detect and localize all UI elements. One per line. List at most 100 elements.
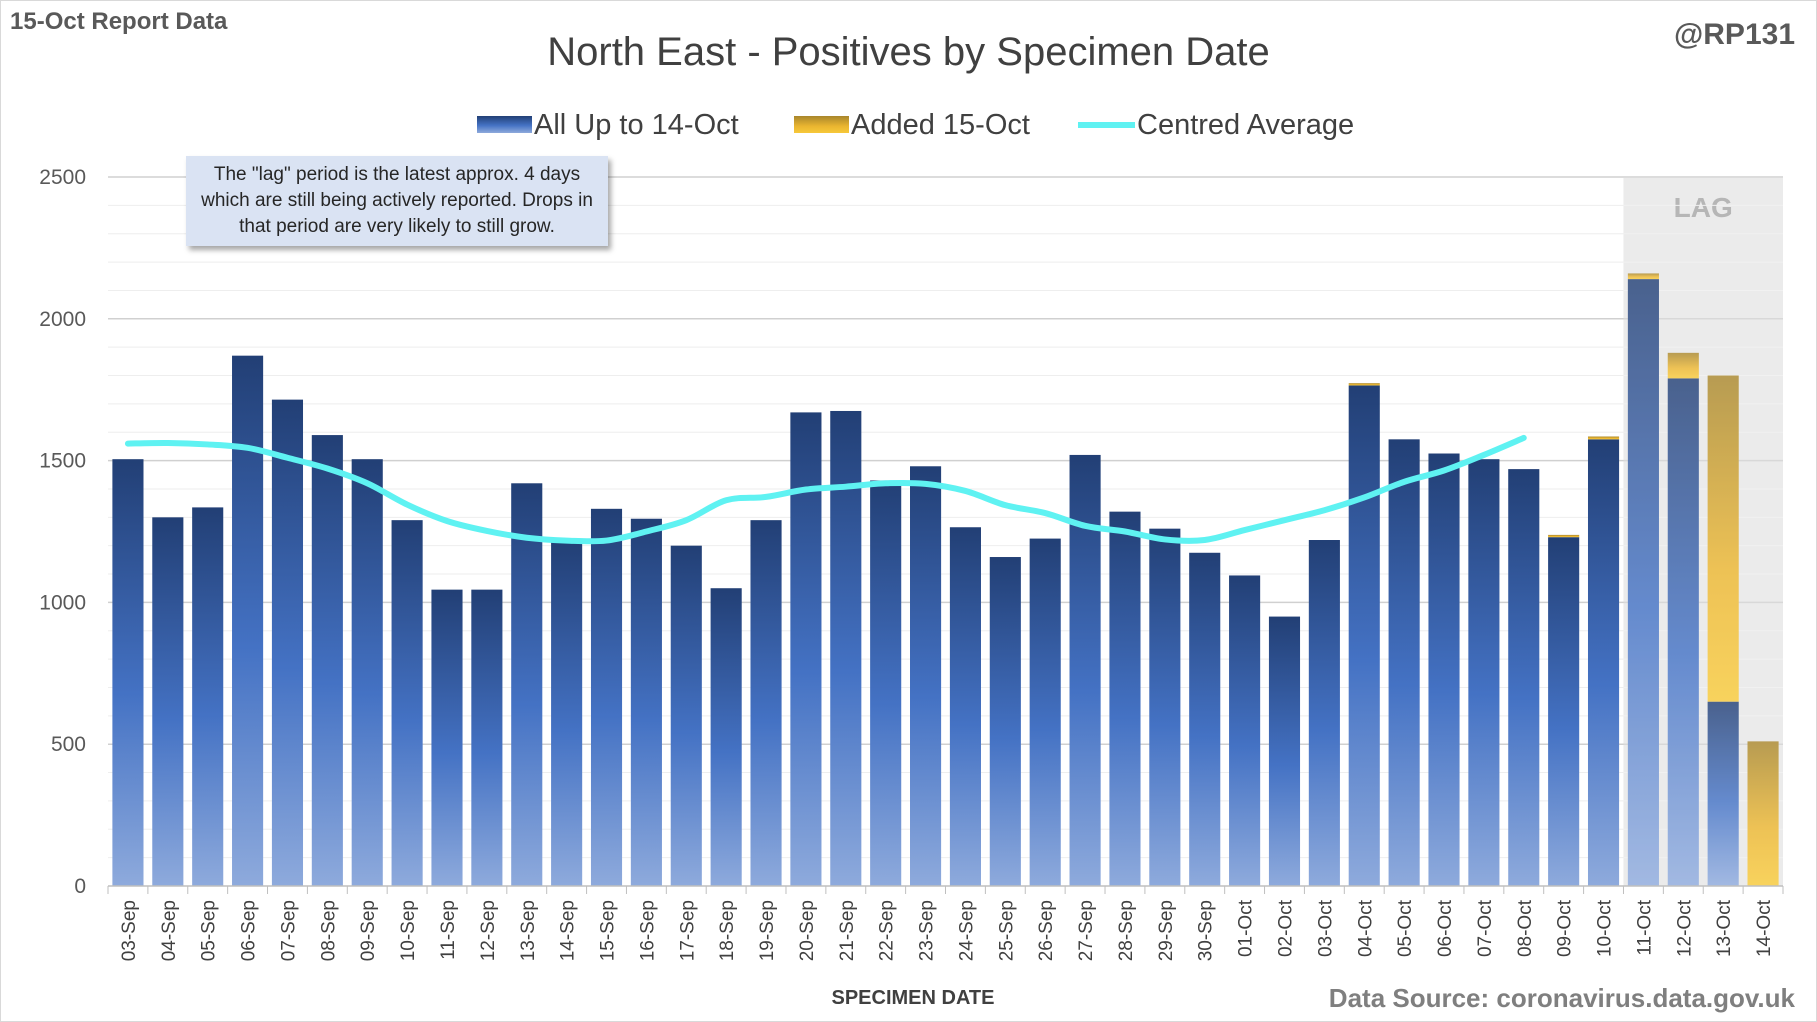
- bar-all-up-to: [1548, 537, 1580, 886]
- bar-all-up-to: [431, 589, 463, 886]
- bar-all-up-to: [311, 435, 343, 886]
- x-tick-label: 18-Sep: [717, 900, 738, 961]
- x-tick-label: 14-Sep: [558, 900, 579, 961]
- bar-all-up-to: [870, 480, 902, 886]
- report-date-label: 15-Oct Report Data: [10, 8, 228, 35]
- bar-all-up-to: [590, 508, 623, 886]
- bar-added: [1747, 741, 1779, 886]
- bar-all-up-to: [232, 355, 264, 887]
- bar-added: [1627, 273, 1659, 280]
- bar-all-up-to: [152, 517, 184, 886]
- bar-all-up-to: [750, 520, 782, 886]
- x-tick-label: 06-Oct: [1435, 899, 1456, 957]
- x-tick-label: 20-Sep: [797, 900, 818, 961]
- x-tick-label: 13-Sep: [518, 900, 539, 961]
- bar-all-up-to: [710, 588, 742, 886]
- x-tick-label: 14-Oct: [1754, 899, 1775, 957]
- bar-all-up-to: [630, 518, 662, 886]
- bar-all-up-to: [1667, 378, 1699, 886]
- x-tick-label: 07-Oct: [1475, 899, 1496, 957]
- bar-all-up-to: [511, 483, 543, 886]
- y-tick-label: 2000: [39, 308, 86, 331]
- x-tick-label: 15-Sep: [598, 900, 619, 961]
- bar-all-up-to: [271, 399, 304, 886]
- x-tick-label: 10-Sep: [398, 900, 419, 961]
- y-tick-label: 500: [51, 733, 86, 756]
- legend-swatch-all-up-to: [477, 116, 532, 133]
- bar-all-up-to: [471, 589, 503, 886]
- x-axis-ticks: 03-Sep 04-Sep 05-Sep 06-Sep 07-Sep 08-Sep 09-S…: [107, 886, 1784, 961]
- bar-all-up-to: [1428, 453, 1460, 886]
- bar-added: [1348, 383, 1380, 386]
- centred-average-line: [124, 434, 1527, 545]
- x-tick-label: 02-Oct: [1275, 899, 1296, 957]
- bar-all-up-to: [1149, 528, 1181, 886]
- x-tick-label: 25-Sep: [996, 900, 1017, 961]
- x-tick-label: 11-Oct: [1634, 899, 1655, 955]
- legend-swatch-added: [794, 116, 849, 133]
- bar-all-up-to: [1029, 538, 1061, 886]
- bar-all-up-to: [830, 410, 862, 886]
- bar-all-up-to: [1508, 469, 1540, 886]
- x-tick-label: 07-Sep: [278, 900, 299, 961]
- bar-all-up-to: [1587, 439, 1620, 886]
- x-tick-label: 11-Sep: [438, 900, 459, 960]
- x-tick-label: 03-Oct: [1315, 899, 1336, 957]
- x-tick-label: 05-Sep: [199, 900, 220, 961]
- bar-series: [112, 177, 1783, 887]
- x-axis-title: SPECIMEN DATE: [832, 987, 995, 1009]
- x-tick-label: 26-Sep: [1036, 900, 1057, 961]
- x-tick-label: 13-Oct: [1714, 899, 1735, 957]
- x-tick-label: 05-Oct: [1395, 899, 1416, 957]
- gridlines: [108, 176, 1783, 859]
- bar-all-up-to: [989, 557, 1021, 886]
- bar-all-up-to: [351, 459, 383, 886]
- x-tick-label: 28-Sep: [1116, 900, 1137, 961]
- legend-label-added: Added 15-Oct: [851, 109, 1030, 141]
- x-tick-label: 21-Sep: [837, 900, 858, 961]
- bar-all-up-to: [112, 459, 144, 886]
- bar-all-up-to: [192, 507, 224, 886]
- bar-added: [1707, 375, 1739, 702]
- bar-all-up-to: [1308, 540, 1340, 886]
- y-tick-label: 1500: [39, 450, 86, 473]
- x-tick-label: 23-Sep: [917, 900, 938, 961]
- bar-all-up-to: [391, 520, 423, 886]
- legend-label-all-up-to: All Up to 14-Oct: [534, 109, 739, 141]
- author-handle: @RP131: [1674, 18, 1795, 51]
- bar-all-up-to: [1109, 511, 1141, 886]
- x-tick-label: 17-Sep: [677, 900, 698, 961]
- bar-added: [1587, 436, 1620, 440]
- x-tick-label: 09-Sep: [358, 900, 379, 961]
- x-tick-label: 29-Sep: [1156, 900, 1177, 961]
- y-tick-label: 0: [74, 875, 86, 898]
- x-tick-label: 30-Sep: [1196, 900, 1217, 961]
- bar-all-up-to: [1268, 616, 1301, 886]
- x-tick-label: 04-Sep: [159, 900, 180, 961]
- lag-overlay: [1623, 177, 1783, 886]
- x-tick-label: 27-Sep: [1076, 900, 1097, 961]
- bar-all-up-to: [670, 545, 702, 886]
- legend: All Up to 14-Oct Added 15-Oct Centred Av…: [477, 109, 1354, 141]
- x-tick-label: 09-Oct: [1555, 899, 1576, 957]
- x-tick-label: 16-Sep: [637, 900, 658, 961]
- lag-label: LAG: [1674, 192, 1733, 223]
- bar-all-up-to: [1468, 459, 1500, 886]
- x-tick-label: 19-Sep: [757, 900, 778, 961]
- bar-all-up-to: [1388, 439, 1420, 886]
- lag-note-callout: The "lag" period is the latest approx. 4…: [186, 156, 608, 246]
- bar-all-up-to: [1627, 279, 1659, 886]
- bar-all-up-to: [1189, 552, 1221, 886]
- x-tick-label: 12-Sep: [478, 900, 499, 961]
- y-tick-label: 1000: [39, 591, 86, 614]
- legend-label-average: Centred Average: [1137, 109, 1354, 141]
- x-tick-label: 08-Oct: [1515, 899, 1536, 957]
- x-tick-label: 22-Sep: [877, 900, 898, 961]
- x-tick-label: 01-Oct: [1236, 899, 1257, 957]
- x-tick-label: 06-Sep: [239, 900, 260, 961]
- x-tick-label: 03-Sep: [119, 900, 140, 961]
- x-tick-label: 10-Oct: [1595, 899, 1616, 957]
- bar-all-up-to: [910, 466, 942, 886]
- bar-added: [1667, 352, 1699, 379]
- bar-all-up-to: [1707, 701, 1739, 886]
